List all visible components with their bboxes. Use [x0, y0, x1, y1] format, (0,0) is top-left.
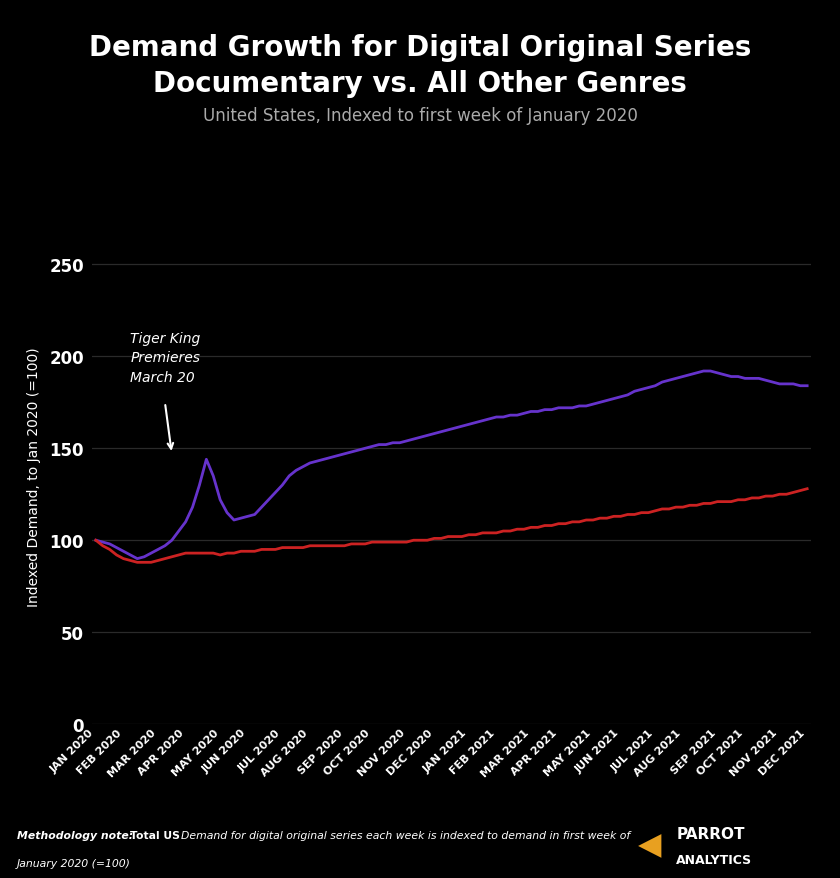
Text: United States, Indexed to first week of January 2020: United States, Indexed to first week of … [202, 107, 638, 125]
Text: Demand Growth for Digital Original Series: Demand Growth for Digital Original Serie… [89, 34, 751, 62]
Y-axis label: Indexed Demand, to Jan 2020 (=100): Indexed Demand, to Jan 2020 (=100) [27, 347, 41, 606]
Text: January 2020 (=100): January 2020 (=100) [17, 859, 131, 868]
Legend: Documentary, All Other Genres: Documentary, All Other Genres [244, 870, 659, 878]
Text: ANALYTICS: ANALYTICS [676, 853, 753, 866]
Text: Methodology note:: Methodology note: [17, 831, 137, 840]
Text: Total US: Total US [130, 831, 180, 840]
Text: Demand for digital original series each week is indexed to demand in first week : Demand for digital original series each … [181, 831, 630, 840]
Text: ◀: ◀ [638, 831, 662, 860]
Text: Documentary vs. All Other Genres: Documentary vs. All Other Genres [153, 69, 687, 97]
Text: Tiger King
Premieres
March 20: Tiger King Premieres March 20 [130, 332, 201, 385]
Text: PARROT: PARROT [676, 825, 745, 841]
